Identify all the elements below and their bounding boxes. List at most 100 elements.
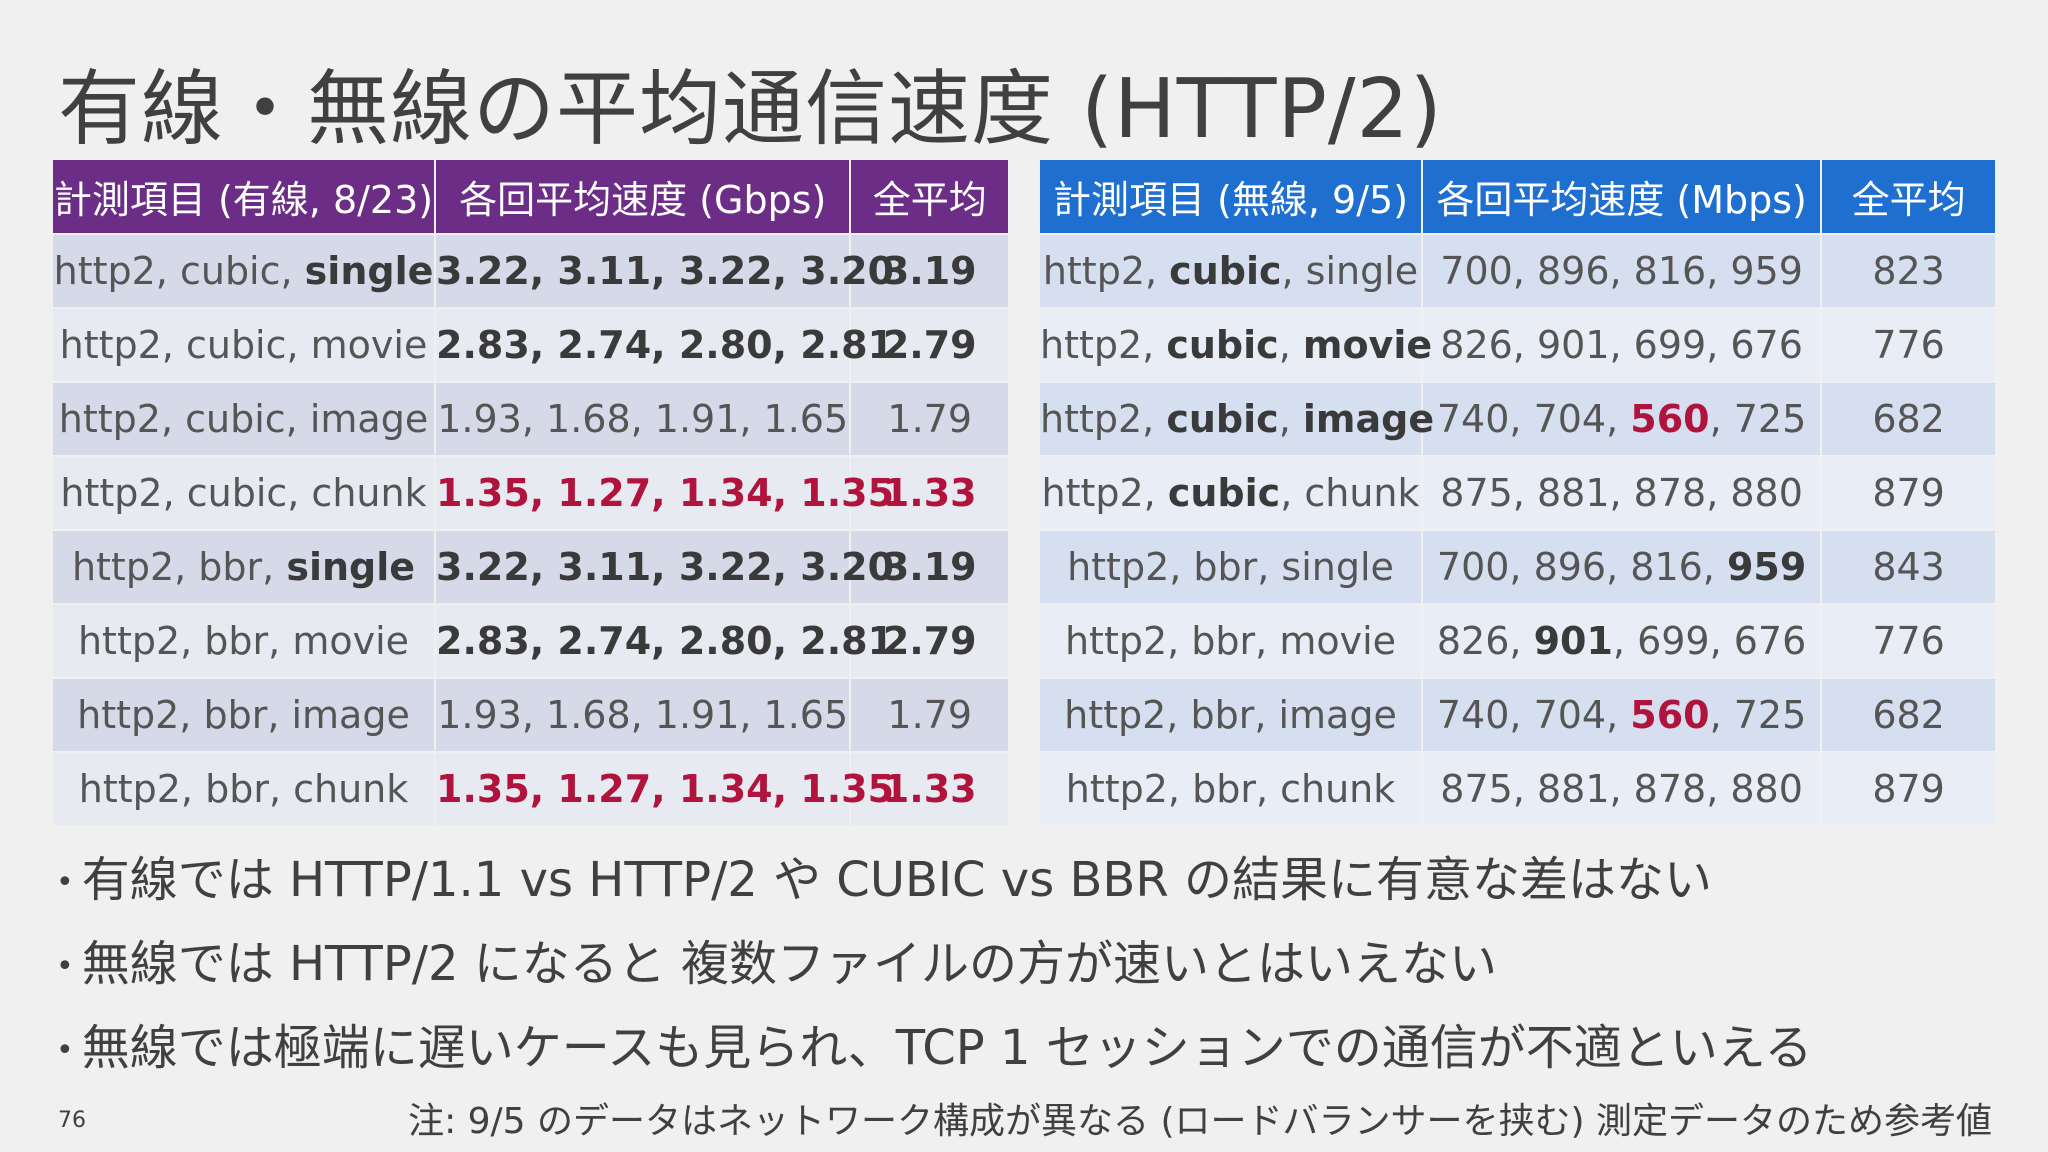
page-number: 76 [58, 1108, 86, 1133]
table-row: http2, cubic, chunk 875, 881, 878, 880 879 [1040, 455, 1995, 530]
cell-text: 1.33 [882, 471, 977, 515]
header-item: 計測項目 (無線, 9/5) [1040, 160, 1423, 234]
cell-text: 682 [1872, 693, 1945, 737]
cell-text: 843 [1872, 545, 1945, 589]
cell-average: 2.79 [850, 603, 1008, 678]
wireless-speed-table: 計測項目 (無線, 9/5) 各回平均速度 (Mbps) 全平均 http2, … [1040, 160, 1995, 825]
cell-text: http2, cubic, chunk [60, 471, 427, 515]
cell-text: 776 [1872, 619, 1945, 663]
cell-item: http2, bbr, image [53, 677, 436, 752]
cell-text: single [304, 249, 434, 293]
cell-item: http2, cubic, chunk [1040, 455, 1423, 530]
cell-text: http2, bbr, chunk [78, 767, 409, 811]
cell-text: http2, bbr, [71, 545, 287, 589]
cell-text: 560 [1630, 397, 1710, 441]
cell-text: 875, 881, 878, 880 [1440, 471, 1803, 515]
cell-text: http2, [1040, 323, 1167, 367]
cell-text: 879 [1872, 767, 1945, 811]
wired-table-body: http2, cubic, single 3.22, 3.11, 3.22, 3.… [53, 233, 1008, 825]
cell-item: http2, bbr, image [1040, 677, 1423, 752]
cell-text: , [1278, 323, 1303, 367]
cell-average: 879 [1821, 751, 1995, 825]
wired-speed-table: 計測項目 (有線, 8/23) 各回平均速度 (Gbps) 全平均 http2,… [53, 160, 1008, 825]
cell-speeds: 2.83, 2.74, 2.80, 2.81 [435, 603, 894, 678]
cell-text: http2, [1041, 471, 1168, 515]
cell-average: 823 [1821, 233, 1995, 308]
cell-item: http2, bbr, single [53, 529, 436, 604]
cell-text: 776 [1872, 323, 1945, 367]
bullet-text: 有線では HTTP/1.1 vs HTTP/2 や CUBIC vs BBR の… [81, 852, 1712, 908]
cell-text: 901 [1533, 619, 1613, 663]
cell-text: movie [1302, 323, 1433, 367]
header-average: 全平均 [1821, 160, 1995, 234]
cell-text: cubic [1169, 249, 1282, 293]
table-header-row: 計測項目 (無線, 9/5) 各回平均速度 (Mbps) 全平均 [1040, 160, 1995, 234]
cell-text: 826, [1436, 619, 1534, 663]
cell-item: http2, bbr, movie [53, 603, 436, 678]
table-row: http2, cubic, image 740, 704, 560, 725 682 [1040, 381, 1995, 456]
cell-item: http2, cubic, image [1040, 381, 1434, 456]
slide-title: 有線・無線の平均通信速度 (HTTP/2) [58, 62, 1443, 157]
bullet-item: • 無線では極端に遅いケースも見られ、TCP 1 セッションでの通信が不適といえる [56, 1006, 1812, 1090]
cell-average: 776 [1821, 603, 1995, 678]
table-row: http2, bbr, image 1.93, 1.68, 1.91, 1.65 1… [53, 677, 1008, 752]
cell-item: http2, bbr, chunk [53, 751, 436, 825]
header-average: 全平均 [850, 160, 1008, 234]
cell-speeds: 2.83, 2.74, 2.80, 2.81 [435, 307, 894, 382]
cell-speeds: 3.22, 3.11, 3.22, 3.20 [435, 233, 894, 308]
cell-item: http2, bbr, single [1040, 529, 1423, 604]
bullet-dot: • [56, 1033, 74, 1068]
cell-speeds: 1.35, 1.27, 1.34, 1.35 [435, 455, 894, 530]
table-row: http2, cubic, single 700, 896, 816, 959 82… [1040, 233, 1995, 308]
cell-item: http2, cubic, single [53, 233, 436, 308]
cell-text: 1.93, 1.68, 1.91, 1.65 [437, 693, 849, 737]
cell-text: 3.19 [882, 545, 977, 589]
cell-average: 682 [1821, 381, 1995, 456]
footnote: 注: 9/5 のデータはネットワーク構成が異なる (ロードバランサーを挟む) 測… [408, 1101, 1992, 1142]
cell-text: 3.19 [882, 249, 977, 293]
header-speeds: 各回平均速度 (Mbps) [1422, 160, 1823, 234]
cell-speeds: 740, 704, 560, 725 [1422, 677, 1823, 752]
cell-speeds: 740, 704, 560, 725 [1422, 381, 1823, 456]
bullet-list: • 有線では HTTP/1.1 vs HTTP/2 や CUBIC vs BBR … [56, 838, 1812, 1090]
cell-item: http2, cubic, single [1040, 233, 1423, 308]
cell-text: , single [1281, 249, 1419, 293]
cell-text: 2.83, 2.74, 2.80, 2.81 [436, 323, 895, 367]
cell-text: 2.79 [882, 323, 977, 367]
bullet-text: 無線では極端に遅いケースも見られ、TCP 1 セッションでの通信が不適といえる [81, 1020, 1813, 1076]
table-row: http2, bbr, chunk 875, 881, 878, 880 879 [1040, 751, 1995, 825]
cell-text: 1.35, 1.27, 1.34, 1.35 [436, 767, 895, 811]
cell-text: 879 [1872, 471, 1945, 515]
cell-text: 740, 704, [1436, 693, 1631, 737]
bullet-item: • 有線では HTTP/1.1 vs HTTP/2 や CUBIC vs BBR … [56, 838, 1812, 922]
cell-text: 740, 704, [1436, 397, 1631, 441]
cell-speeds: 875, 881, 878, 880 [1422, 455, 1823, 530]
cell-text: image [1302, 397, 1435, 441]
cell-speeds: 3.22, 3.11, 3.22, 3.20 [435, 529, 894, 604]
cell-text: 875, 881, 878, 880 [1440, 767, 1803, 811]
cell-text: http2, [1042, 249, 1170, 293]
table-row: http2, cubic, single 3.22, 3.11, 3.22, 3.… [53, 233, 1008, 308]
cell-average: 879 [1821, 455, 1995, 530]
cell-text: http2, [1040, 397, 1167, 441]
cell-text: 700, 896, 816, [1436, 545, 1727, 589]
cell-text: http2, cubic, image [58, 397, 429, 441]
cell-average: 1.79 [850, 677, 1008, 752]
cell-text: , 725 [1709, 693, 1807, 737]
cell-speeds: 875, 881, 878, 880 [1422, 751, 1823, 825]
bullet-dot: • [56, 865, 74, 900]
cell-speeds: 1.35, 1.27, 1.34, 1.35 [435, 751, 894, 825]
cell-text: cubic [1167, 471, 1281, 515]
cell-text: , 725 [1709, 397, 1807, 441]
table-row: http2, cubic, image 1.93, 1.68, 1.91, 1.6… [53, 381, 1008, 456]
bullet-text: 無線では HTTP/2 になると 複数ファイルの方が速いとはいえない [81, 936, 1498, 992]
cell-text: 1.93, 1.68, 1.91, 1.65 [437, 397, 849, 441]
cell-item: http2, cubic, movie [1040, 307, 1432, 382]
cell-item: http2, cubic, movie [53, 307, 436, 382]
cell-text: , chunk [1280, 471, 1420, 515]
cell-text: , [1278, 397, 1303, 441]
table-row: http2, bbr, single 700, 896, 816, 959 843 [1040, 529, 1995, 604]
table-row: http2, cubic, chunk 1.35, 1.27, 1.34, 1.3… [53, 455, 1008, 530]
cell-text: 1.33 [882, 767, 977, 811]
cell-average: 776 [1821, 307, 1995, 382]
